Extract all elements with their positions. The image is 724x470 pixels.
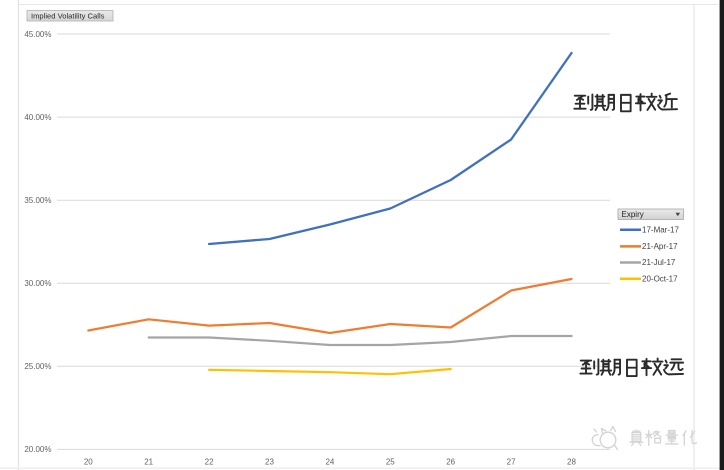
svg-text:20: 20 xyxy=(84,458,93,467)
svg-text:21: 21 xyxy=(144,458,153,467)
svg-text:22: 22 xyxy=(205,458,214,467)
svg-text:20-Oct-17: 20-Oct-17 xyxy=(642,275,678,284)
svg-text:35.00%: 35.00% xyxy=(24,196,51,205)
svg-text:40.00%: 40.00% xyxy=(24,113,51,122)
svg-text:24: 24 xyxy=(325,458,334,467)
svg-text:21-Apr-17: 21-Apr-17 xyxy=(642,242,678,251)
svg-text:28: 28 xyxy=(567,458,576,467)
svg-text:Expiry: Expiry xyxy=(622,210,644,219)
svg-text:23: 23 xyxy=(265,458,274,467)
svg-text:25: 25 xyxy=(386,458,395,467)
svg-text:Implied Volatility Calls: Implied Volatility Calls xyxy=(31,12,105,21)
svg-text:27: 27 xyxy=(507,458,516,467)
svg-text:21-Jul-17: 21-Jul-17 xyxy=(642,258,676,267)
svg-text:26: 26 xyxy=(446,458,455,467)
svg-text:30.00%: 30.00% xyxy=(24,279,51,288)
svg-text:25.00%: 25.00% xyxy=(24,362,51,371)
svg-text:45.00%: 45.00% xyxy=(24,30,51,39)
svg-text:20.00%: 20.00% xyxy=(24,445,51,454)
svg-text:17-Mar-17: 17-Mar-17 xyxy=(642,225,679,234)
